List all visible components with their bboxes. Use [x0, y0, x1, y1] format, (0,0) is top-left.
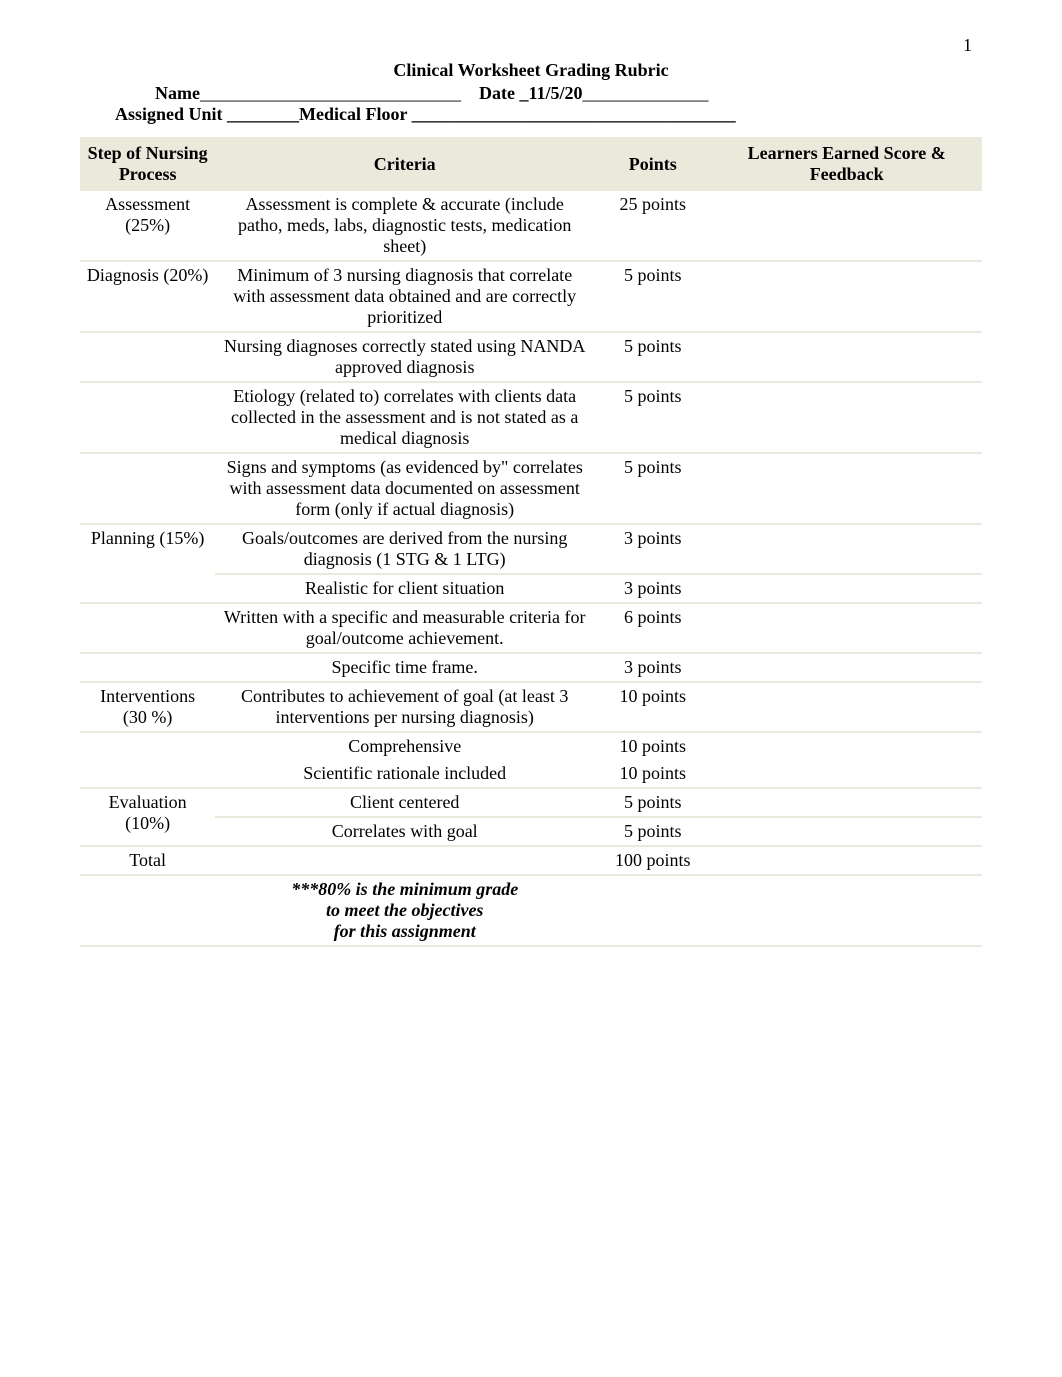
cell-step: Planning (15%)	[80, 525, 215, 602]
cell-step	[80, 604, 215, 652]
cell-points: 6 points	[594, 604, 711, 652]
cell-criteria: Signs and symptoms (as evidenced by" cor…	[215, 454, 594, 523]
cell-points: 5 points	[594, 789, 711, 816]
cell-points: 10 points	[594, 733, 711, 760]
cell-criteria: Assessment is complete & accurate (inclu…	[215, 191, 594, 260]
footnote-line-3: for this assignment	[221, 921, 588, 942]
header-name-date-line: Name_____________________________ Date _…	[80, 83, 982, 104]
cell-criteria: Minimum of 3 nursing diagnosis that corr…	[215, 262, 594, 331]
cell-points: 10 points	[594, 760, 711, 787]
table-row: Evaluation (10%) Client centered 5 point…	[80, 789, 982, 816]
table-row: Comprehensive 10 points	[80, 733, 982, 760]
rubric-table: Step of Nursing Process Criteria Points …	[80, 137, 982, 947]
cell-step: Interventions (30 %)	[80, 683, 215, 731]
col-criteria: Criteria	[215, 137, 594, 191]
date-value: 11/5/20	[528, 83, 582, 103]
cell-points: 25 points	[594, 191, 711, 260]
cell-step	[80, 454, 215, 523]
cell-feedback	[711, 575, 982, 602]
cell-feedback	[711, 454, 982, 523]
footnote-line-2: to meet the objectives	[221, 900, 588, 921]
cell-criteria: Contributes to achievement of goal (at l…	[215, 683, 594, 731]
cell-points: 5 points	[594, 383, 711, 452]
cell-step	[80, 383, 215, 452]
cell-criteria: Scientific rationale included	[215, 760, 594, 787]
cell-feedback	[711, 847, 982, 874]
cell-points: 100 points	[594, 847, 711, 874]
table-row: Assessment (25%) Assessment is complete …	[80, 191, 982, 260]
table-row: Realistic for client situation 3 points	[80, 575, 982, 602]
cell-points: 5 points	[594, 262, 711, 331]
footnote-line-1: ***80% is the minimum grade	[221, 879, 588, 900]
table-row: Correlates with goal 5 points	[80, 818, 982, 845]
rubric-body: Assessment (25%) Assessment is complete …	[80, 191, 982, 947]
date-label: Date _	[479, 83, 528, 103]
cell-step	[80, 654, 215, 681]
cell-points: 5 points	[594, 818, 711, 845]
cell-feedback	[711, 525, 982, 573]
cell-step	[80, 733, 215, 760]
divider-row	[80, 945, 982, 947]
cell-feedback	[711, 683, 982, 731]
cell-feedback	[711, 191, 982, 260]
table-row: Interventions (30 %) Contributes to achi…	[80, 683, 982, 731]
footnote-cell: ***80% is the minimum grade to meet the …	[215, 876, 594, 945]
cell-step: Assessment (25%)	[80, 191, 215, 260]
cell-points: 3 points	[594, 654, 711, 681]
table-row: Total 100 points	[80, 847, 982, 874]
cell-feedback	[711, 333, 982, 381]
cell-criteria: Correlates with goal	[215, 818, 594, 845]
table-row: Planning (15%) Goals/outcomes are derive…	[80, 525, 982, 573]
table-row: Specific time frame. 3 points	[80, 654, 982, 681]
cell-feedback	[711, 383, 982, 452]
table-row: Written with a specific and measurable c…	[80, 604, 982, 652]
table-row: Scientific rationale included 10 points	[80, 760, 982, 787]
cell-criteria: Specific time frame.	[215, 654, 594, 681]
cell-points: 10 points	[594, 683, 711, 731]
medical-floor-label: Medical Floor __________________________…	[299, 104, 736, 124]
cell-step	[80, 760, 215, 787]
cell-criteria	[215, 847, 594, 874]
cell-criteria: Comprehensive	[215, 733, 594, 760]
name-blank: _____________________________	[200, 83, 461, 103]
cell-feedback	[711, 262, 982, 331]
cell-step: Evaluation (10%)	[80, 789, 215, 845]
cell-criteria: Realistic for client situation	[215, 575, 594, 602]
header-unit-line: Assigned Unit ________Medical Floor ____…	[80, 104, 982, 125]
cell-points: 5 points	[594, 333, 711, 381]
table-row: Etiology (related to) correlates with cl…	[80, 383, 982, 452]
page-number: 1	[963, 35, 972, 56]
cell-feedback	[711, 604, 982, 652]
cell-points: 3 points	[594, 575, 711, 602]
cell-step: Total	[80, 847, 215, 874]
cell-points: 5 points	[594, 454, 711, 523]
table-row: Signs and symptoms (as evidenced by" cor…	[80, 454, 982, 523]
cell-step: Diagnosis (20%)	[80, 262, 215, 331]
cell-criteria: Nursing diagnoses correctly stated using…	[215, 333, 594, 381]
table-header-row: Step of Nursing Process Criteria Points …	[80, 137, 982, 191]
footnote-row: ***80% is the minimum grade to meet the …	[80, 876, 982, 945]
cell-feedback	[711, 818, 982, 845]
col-points: Points	[594, 137, 711, 191]
assigned-unit-label: Assigned Unit ________	[115, 104, 299, 124]
col-feedback: Learners Earned Score & Feedback	[711, 137, 982, 191]
cell-step	[80, 333, 215, 381]
cell-feedback	[711, 789, 982, 816]
cell-feedback	[711, 760, 982, 787]
cell-criteria: Goals/outcomes are derived from the nurs…	[215, 525, 594, 573]
col-step: Step of Nursing Process	[80, 137, 215, 191]
cell-criteria: Written with a specific and measurable c…	[215, 604, 594, 652]
cell-criteria: Etiology (related to) correlates with cl…	[215, 383, 594, 452]
document-title: Clinical Worksheet Grading Rubric	[80, 60, 982, 81]
table-row: Diagnosis (20%) Minimum of 3 nursing dia…	[80, 262, 982, 331]
cell-points: 3 points	[594, 525, 711, 573]
cell-feedback	[711, 654, 982, 681]
cell-criteria: Client centered	[215, 789, 594, 816]
cell-feedback	[711, 733, 982, 760]
table-row: Nursing diagnoses correctly stated using…	[80, 333, 982, 381]
name-label: Name	[155, 83, 200, 103]
date-trail: ______________	[582, 83, 708, 103]
